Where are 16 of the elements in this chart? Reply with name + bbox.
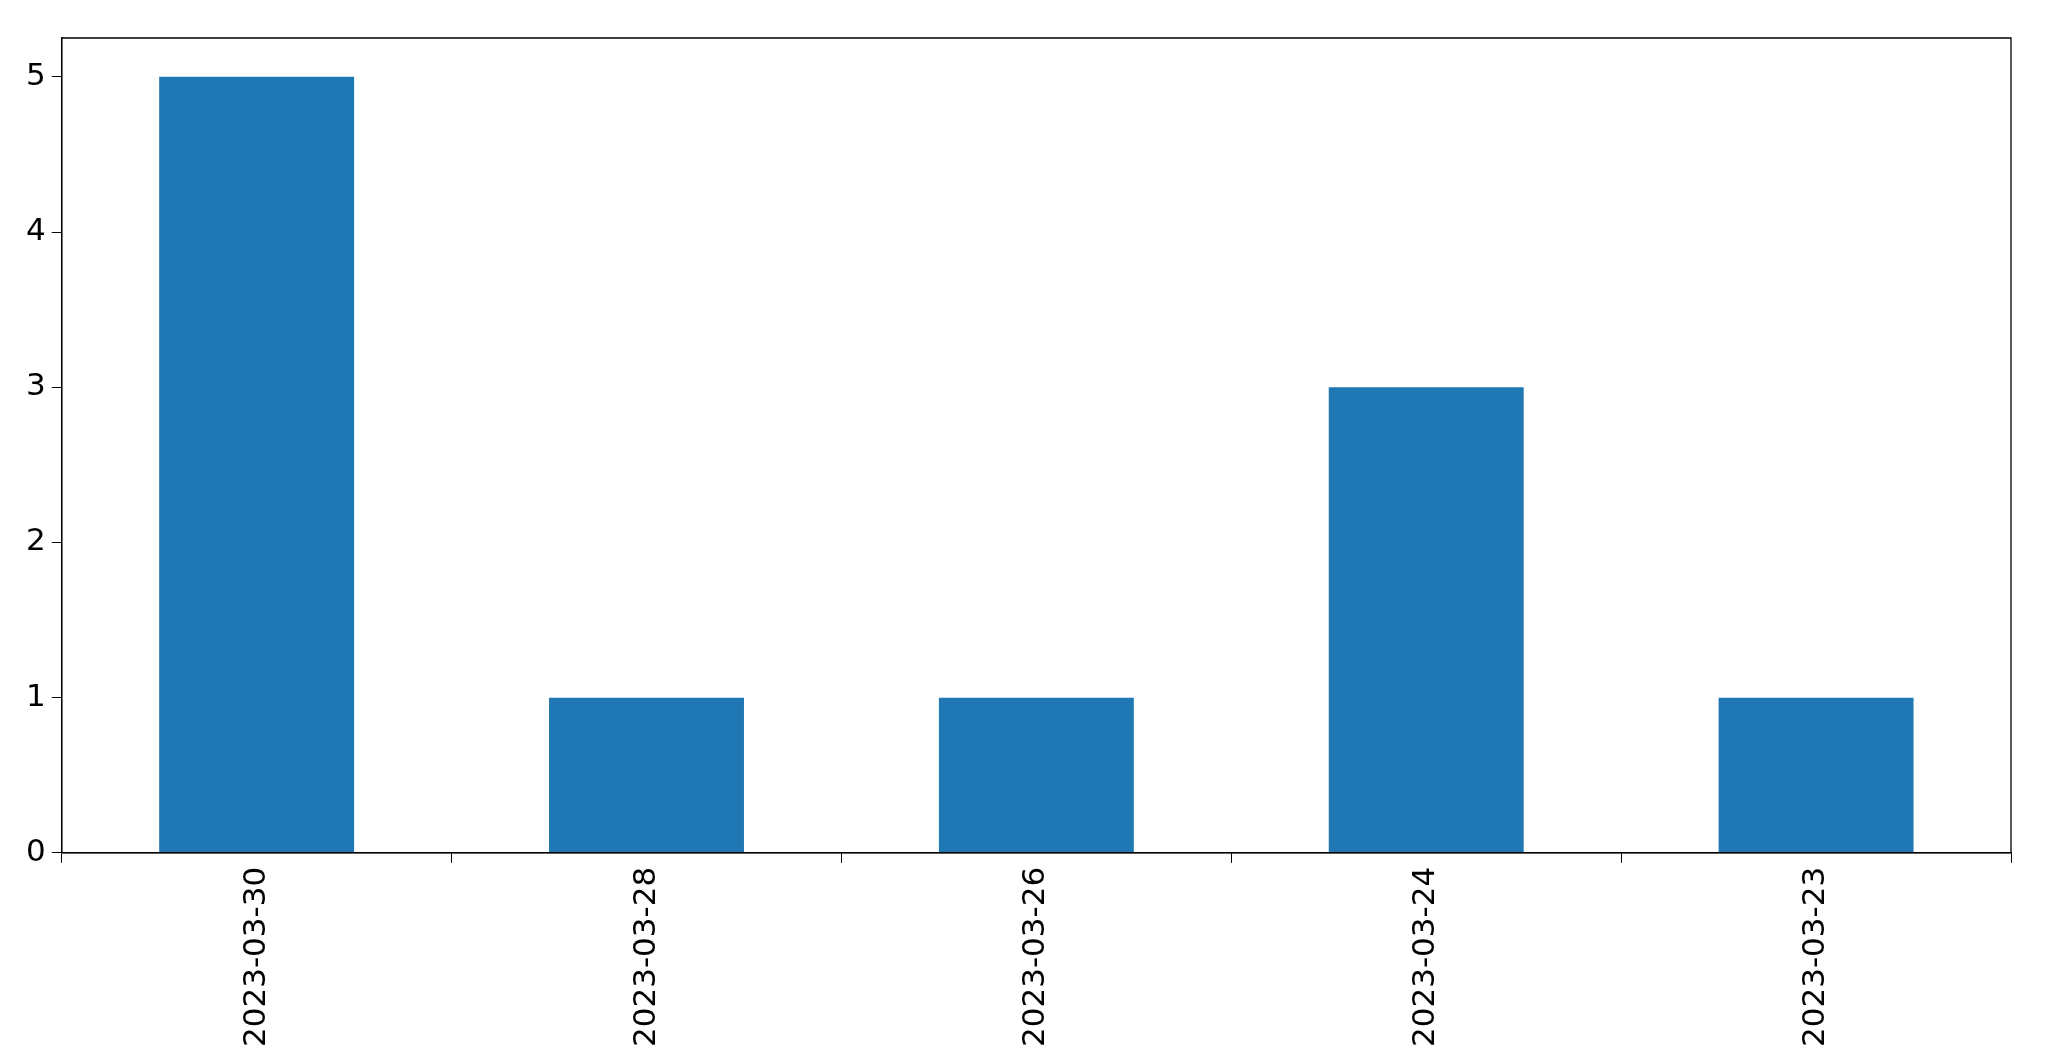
x-tick-label: 2023-03-30 — [235, 866, 272, 1048]
x-tick-label: 2023-03-24 — [1405, 866, 1442, 1048]
y-tick-label: 5 — [25, 55, 46, 92]
bar — [938, 697, 1134, 853]
y-tick-label: 1 — [25, 676, 46, 713]
bar — [159, 76, 355, 853]
y-tick-label: 3 — [25, 366, 46, 403]
x-tick-label: 2023-03-26 — [1015, 866, 1052, 1048]
x-tick-label: 2023-03-28 — [625, 866, 662, 1048]
bar — [1718, 697, 1914, 853]
bar — [1328, 387, 1524, 853]
y-tick-label: 4 — [25, 211, 46, 248]
y-tick-label: 2 — [25, 521, 46, 558]
bar — [549, 697, 744, 853]
y-tick-label: 0 — [25, 831, 46, 868]
x-tick-label: 2023-03-23 — [1795, 866, 1832, 1048]
